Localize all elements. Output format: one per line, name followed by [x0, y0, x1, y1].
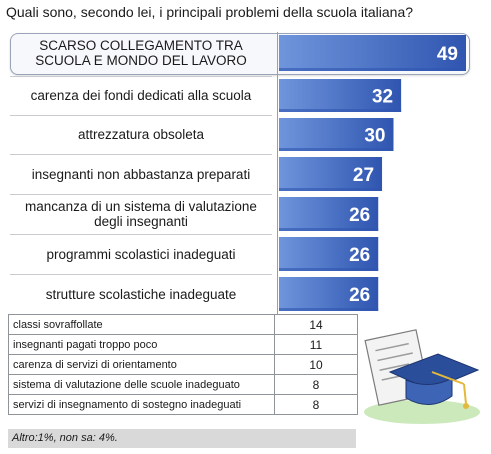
bar-shadow [279, 188, 383, 191]
bar-chart: 49 32 30 27 26 26 26 [279, 35, 466, 311]
bar-shadow [279, 109, 402, 112]
table-row: insegnanti pagati troppo poco 11 [8, 334, 358, 355]
category-label: SCARSO COLLEGAMENTO TRA SCUOLA E MONDO D… [35, 38, 247, 68]
bar-value-label: 32 [372, 87, 393, 108]
bar-value-label: 49 [437, 44, 458, 65]
row-separator [10, 154, 272, 155]
table-row: classi sovraffollate 14 [8, 314, 358, 335]
row-label: servizi di insegnamento di sostegno inad… [8, 394, 275, 415]
bar-shadow [279, 68, 466, 71]
row-value: 11 [274, 334, 358, 355]
table-row: sistema di valutazione delle scuole inad… [8, 374, 358, 395]
bar-value-label: 26 [349, 245, 370, 266]
bar [279, 157, 383, 191]
bar-value-label: 26 [349, 205, 370, 226]
category-label: carenza dei fondi dedicati alla scuola [30, 87, 252, 103]
bar-shadow [279, 308, 379, 311]
row-label: sistema di valutazione delle scuole inad… [8, 374, 275, 395]
row-separator [10, 234, 272, 235]
row-separator [10, 274, 272, 275]
row-label: classi sovraffollate [8, 314, 275, 335]
bar-shadow [279, 268, 379, 271]
graduation-cap-diploma-icon [364, 329, 480, 424]
bar [279, 35, 466, 71]
bar [279, 197, 379, 231]
bar [279, 277, 379, 311]
row-value: 14 [274, 314, 358, 335]
bar-value-label: 26 [349, 285, 370, 306]
bar-value-label: 27 [353, 165, 374, 186]
row-label: insegnanti pagati troppo poco [8, 334, 275, 355]
row-value: 8 [274, 394, 358, 415]
bar-shadow [279, 228, 379, 231]
row-separator [10, 76, 272, 77]
table-row: carenza di servizi di orientamento 10 [8, 354, 358, 375]
category-label: strutture scolastiche inadeguate [45, 286, 237, 302]
row-separator [10, 115, 272, 116]
row-separator [10, 194, 272, 195]
bar [279, 118, 394, 151]
category-label: attrezzatura obsoleta [77, 126, 205, 142]
chart-title: Quali sono, secondo lei, i principali pr… [6, 4, 414, 20]
bar [279, 237, 379, 271]
row-label: carenza di servizi di orientamento [8, 354, 275, 375]
table-row: servizi di insegnamento di sostegno inad… [8, 394, 358, 415]
bar-value-label: 30 [364, 126, 385, 147]
category-label: programmi scolastici inadeguati [46, 246, 236, 262]
bar [279, 79, 402, 112]
footnote: Altro:1%, non sa: 4%. [8, 429, 356, 448]
row-value: 10 [274, 354, 358, 375]
bar-shadow [279, 148, 394, 151]
category-label: insegnanti non abbastanza preparati [31, 166, 251, 182]
axis-line [277, 32, 278, 315]
other-problems-table: classi sovraffollate 14 insegnanti pagat… [8, 314, 358, 415]
category-label: mancanza di un sistema di valutazione de… [25, 199, 257, 229]
row-value: 8 [274, 374, 358, 395]
